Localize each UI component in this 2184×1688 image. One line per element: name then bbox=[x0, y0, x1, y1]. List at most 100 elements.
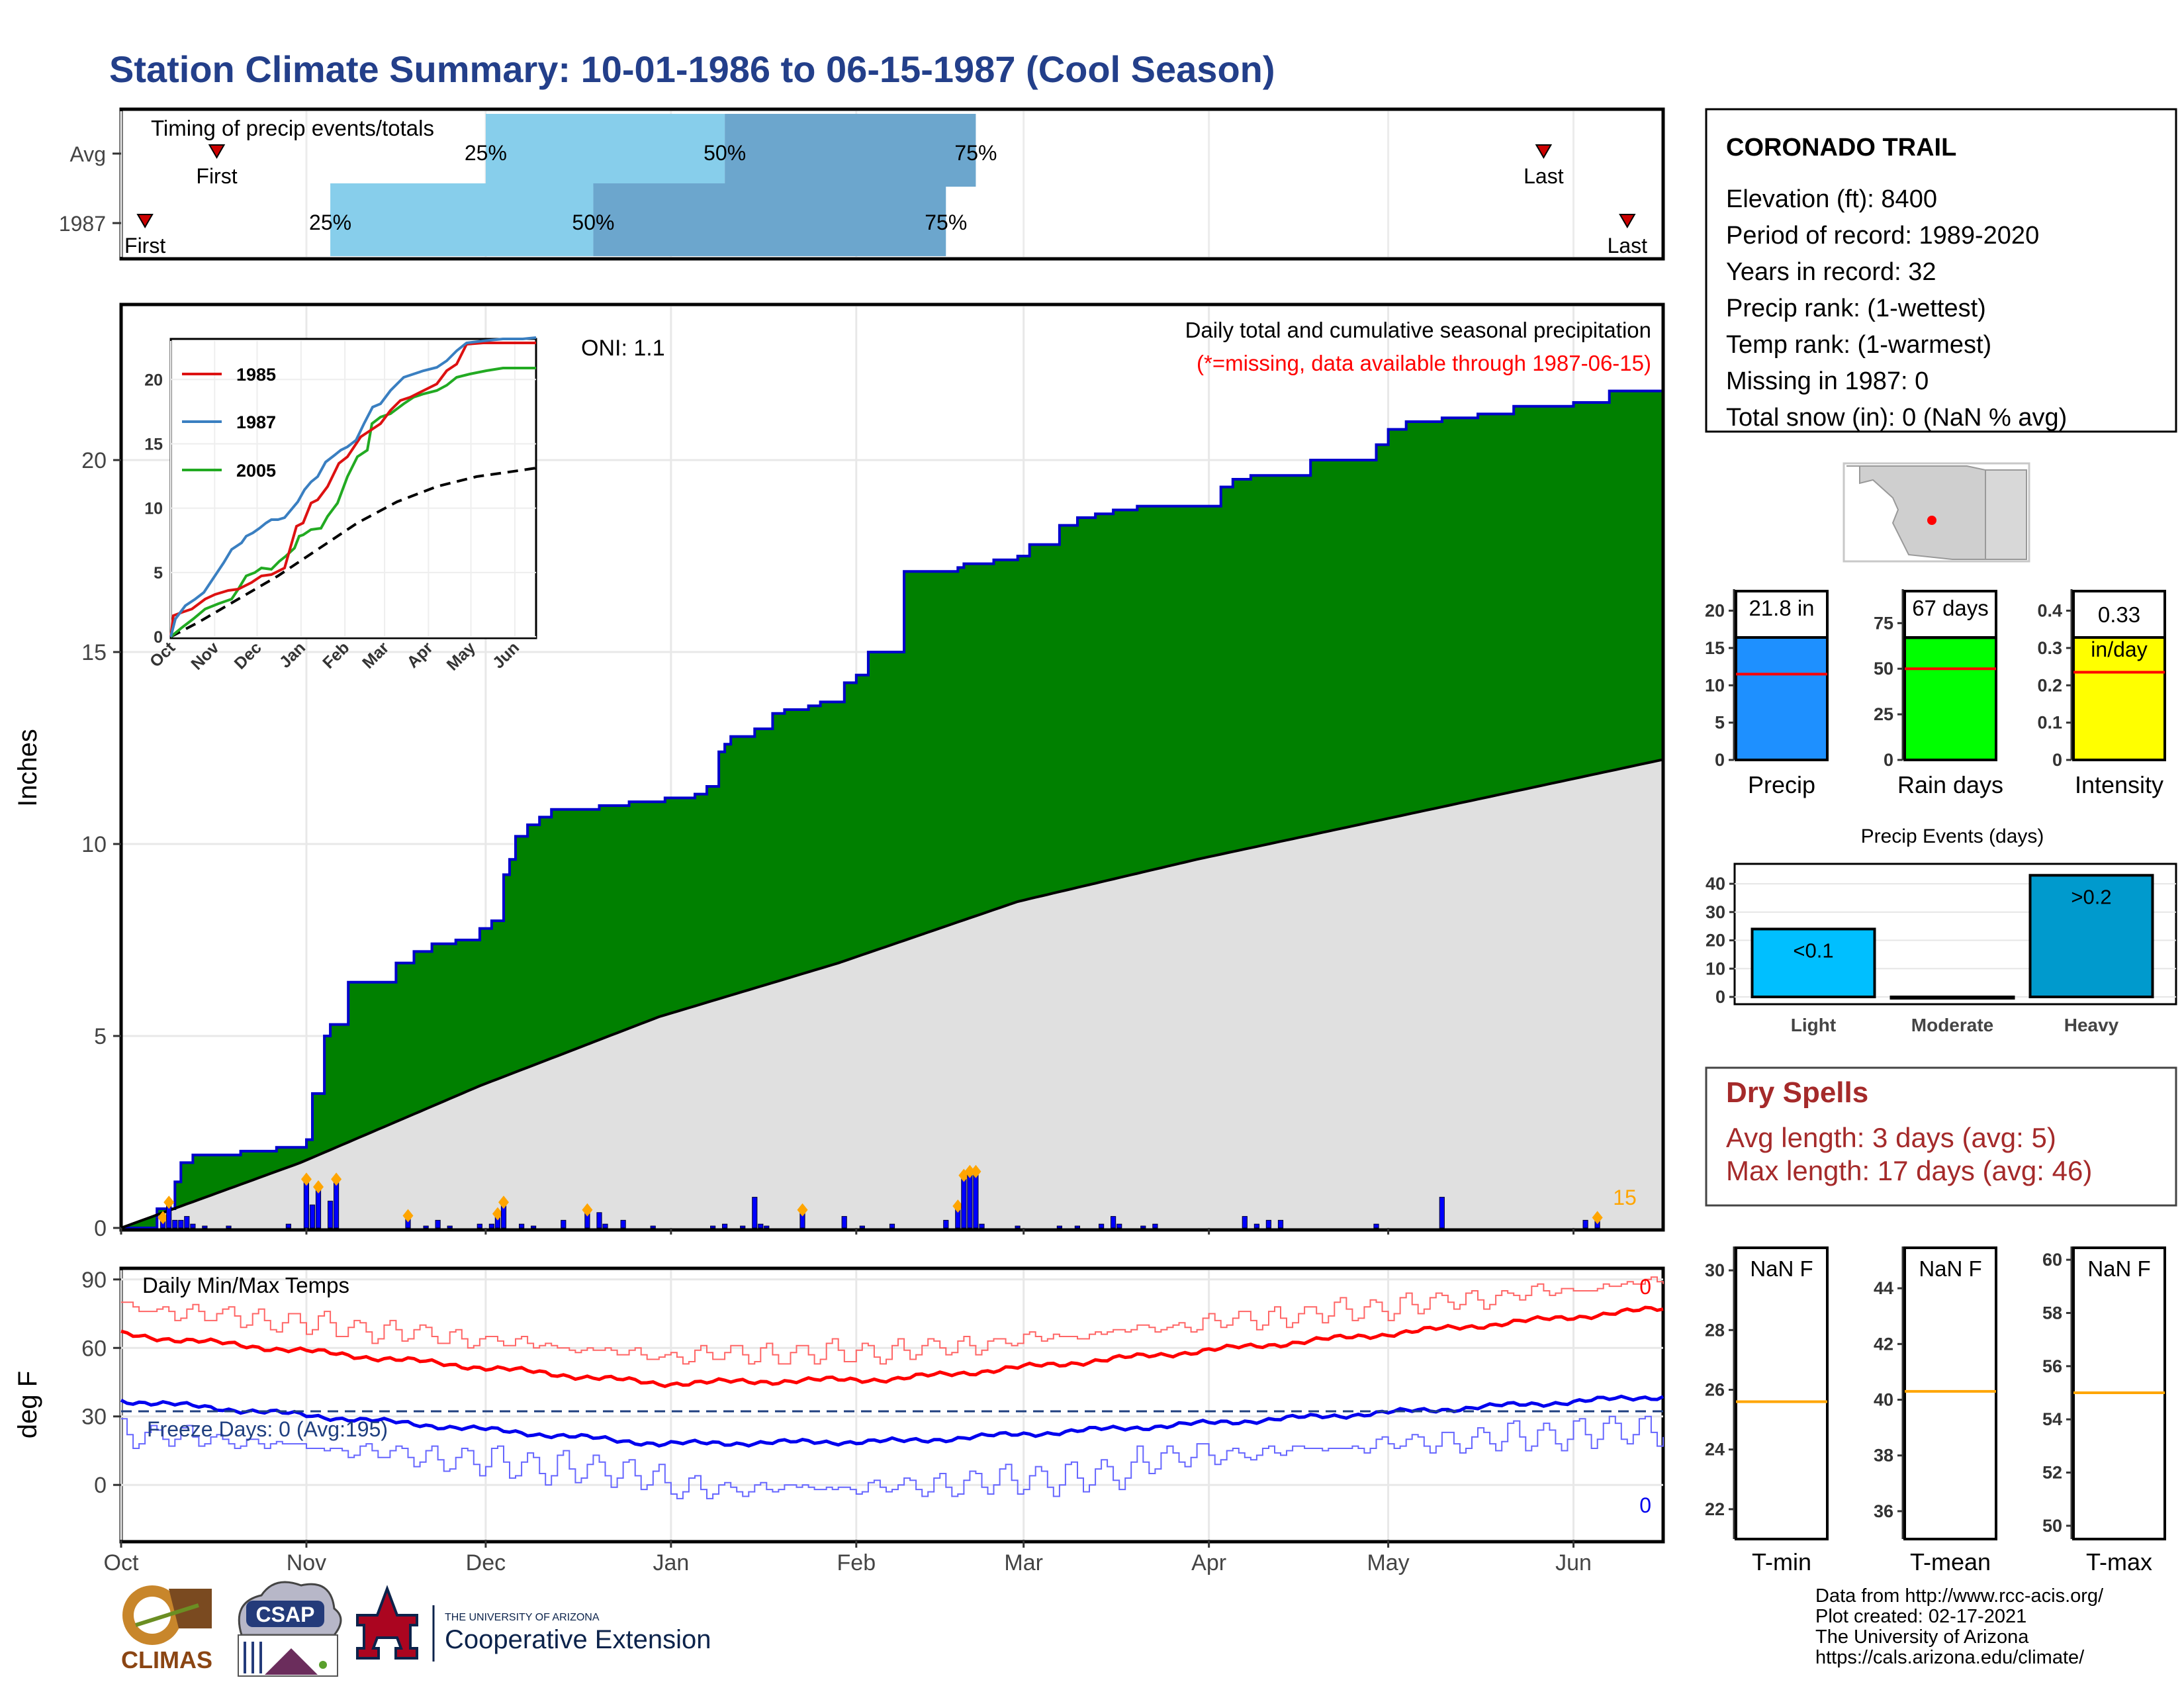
timing-50-75-bar bbox=[725, 114, 976, 187]
timing-25-50-bar bbox=[485, 114, 725, 187]
daily-precip-bar bbox=[752, 1197, 758, 1229]
timing-rows: Avg 25% 50% 75% First Last 1987 25% 50% 75% First L… bbox=[59, 114, 1647, 258]
precip-event-diamond bbox=[158, 1211, 169, 1225]
daily-precip-bars bbox=[158, 1164, 1603, 1229]
avg-cumulative-area bbox=[121, 759, 1663, 1228]
temp-panel: Daily Min/Max Temps Freeze Days: 0 (Avg:… bbox=[13, 1266, 1665, 1575]
temp-box-label: T-max bbox=[2086, 1548, 2152, 1575]
summary-bar-tick-label: 5 bbox=[1715, 713, 1725, 733]
month-tick-label: Dec bbox=[466, 1550, 506, 1575]
temp-box bbox=[1903, 1246, 1997, 1540]
month-tick-label: Nov bbox=[287, 1550, 326, 1575]
daily-precip-bar bbox=[650, 1225, 656, 1229]
timing-marker-label: Last bbox=[1524, 164, 1564, 188]
events-y-tick-label: 40 bbox=[1706, 874, 1725, 894]
temp-box-tick-label: 28 bbox=[1705, 1320, 1725, 1340]
daily-precip-bar bbox=[1140, 1225, 1146, 1229]
daily-precip-bar bbox=[1582, 1219, 1588, 1229]
precip-event-diamond bbox=[970, 1164, 981, 1178]
temp-box-tick-label: 42 bbox=[1874, 1334, 1893, 1354]
avg-cumulative-line bbox=[120, 758, 1664, 1229]
summary-bar-tick-label: 50 bbox=[1874, 659, 1893, 679]
events-bars: 0 10 20 30 40 <0.1 Light Moderate >0.2 Heavy bbox=[1706, 874, 2176, 1035]
freeze-days-label: Freeze Days: 0 (Avg:195) bbox=[147, 1417, 388, 1441]
daily-precip-bar bbox=[202, 1225, 208, 1229]
summary-bar-tick-label: 25 bbox=[1874, 704, 1893, 724]
timing-panel: Timing of precip events/totals Avg 25% 50%… bbox=[59, 107, 1665, 261]
timing-p50-label: 50% bbox=[572, 211, 614, 234]
temp-y-tick-label: 90 bbox=[81, 1268, 107, 1293]
daily-precip-bar bbox=[1439, 1197, 1445, 1229]
inset-legend: 1985 1987 2005 bbox=[182, 365, 276, 481]
tmin-avg-line bbox=[120, 1394, 1664, 1448]
temp-box-tick-label: 22 bbox=[1705, 1499, 1725, 1519]
inset-y-tick-label: 5 bbox=[154, 564, 163, 583]
station-info-box: CORONADO TRAIL Elevation (ft): 8400 Perio… bbox=[1705, 108, 2177, 433]
inset-line-1985 bbox=[169, 342, 536, 637]
daily-precip-bar bbox=[477, 1223, 482, 1229]
timing-25-50-bar bbox=[330, 183, 594, 256]
daily-precip-bar bbox=[226, 1225, 232, 1229]
timing-p25-label: 25% bbox=[309, 211, 351, 234]
temp-box-tick-label: 36 bbox=[1874, 1501, 1893, 1521]
precip-event-diamond bbox=[952, 1199, 964, 1213]
footer: Data from http://www.rcc-acis.org/ Plot … bbox=[1815, 1585, 2104, 1668]
tmax-count: 0 bbox=[1639, 1275, 1651, 1299]
daily-precip-bar bbox=[172, 1219, 178, 1229]
daily-precip-bar bbox=[1099, 1223, 1105, 1229]
temp-box-tick-label: 58 bbox=[2042, 1303, 2062, 1323]
daily-precip-bar bbox=[315, 1189, 322, 1229]
summary-bar bbox=[2072, 635, 2166, 761]
summary-value-box bbox=[1735, 590, 1829, 639]
daily-precip-bar bbox=[1253, 1223, 1260, 1229]
temp-box-value: NaN F bbox=[2087, 1256, 2150, 1281]
station-lines: Elevation (ft): 8400 Period of record: 19… bbox=[1726, 185, 2067, 432]
excess-precip-area bbox=[121, 391, 1663, 1228]
summary-bar-label: Rain days bbox=[1897, 771, 2003, 798]
precip-event-diamond bbox=[964, 1164, 976, 1178]
station-info-line: Precip rank: (1-wettest) bbox=[1726, 295, 1986, 322]
temp-y-tick-label: 0 bbox=[94, 1473, 107, 1498]
daily-precip-bar bbox=[1242, 1216, 1248, 1229]
daily-precip-bar bbox=[1116, 1223, 1122, 1229]
month-tick-label: May bbox=[1367, 1550, 1409, 1575]
temp-y-label: deg F bbox=[13, 1371, 42, 1438]
precip-event-diamond bbox=[498, 1196, 509, 1209]
events-y-tick-label: 10 bbox=[1706, 959, 1725, 978]
station-name: CORONADO TRAIL bbox=[1726, 134, 1956, 162]
daily-precip-bar bbox=[285, 1223, 291, 1229]
precip-event-diamond bbox=[300, 1172, 312, 1186]
temp-box-value: NaN F bbox=[1750, 1256, 1813, 1281]
daily-precip-bar bbox=[961, 1178, 967, 1229]
daily-precip-bar bbox=[740, 1225, 746, 1229]
daily-precip-bar bbox=[967, 1174, 973, 1229]
timing-p25-label: 25% bbox=[465, 141, 507, 165]
month-tick-label: Feb bbox=[837, 1550, 876, 1575]
precip-caption-missing: (*=missing, data available through 1987-… bbox=[1197, 351, 1651, 375]
summary-bar-tick-label: 10 bbox=[1705, 675, 1725, 695]
summary-bar-tick-label: 0 bbox=[1884, 750, 1893, 770]
daily-precip-bar bbox=[758, 1223, 764, 1229]
precip-y-tick-label: 0 bbox=[94, 1216, 107, 1241]
events-category-label: Moderate bbox=[1911, 1015, 1993, 1035]
daily-precip-bar bbox=[1056, 1225, 1063, 1229]
month-tick-label: Apr bbox=[1191, 1550, 1226, 1575]
footer-line-2: Plot created: 02-17-2021 bbox=[1815, 1606, 2026, 1627]
daily-precip-bar bbox=[841, 1216, 847, 1229]
timing-marker-label: First bbox=[196, 164, 237, 188]
inset-y-tick-label: 20 bbox=[144, 371, 163, 389]
summary-bars: 0 5 10 15 20 21.8 in Precip 0 25 50 75 67 days Rain … bbox=[1705, 589, 2166, 798]
state-map bbox=[1843, 462, 2030, 563]
dry-spells-avg: Avg length: 3 days (avg: 5) bbox=[1726, 1122, 2056, 1153]
tmax-record-line bbox=[121, 1276, 1664, 1365]
csap-logo-text: CSAP bbox=[256, 1603, 315, 1626]
timing-p50-label: 50% bbox=[704, 141, 746, 165]
daily-precip-bar bbox=[1277, 1219, 1284, 1229]
timing-heading: Timing of precip events/totals bbox=[151, 116, 434, 140]
daily-precip-bar bbox=[979, 1223, 985, 1229]
temp-box-tick-label: 38 bbox=[1874, 1446, 1893, 1466]
inset-grid bbox=[170, 341, 536, 637]
station-info-line: Years in record: 32 bbox=[1726, 258, 1936, 286]
